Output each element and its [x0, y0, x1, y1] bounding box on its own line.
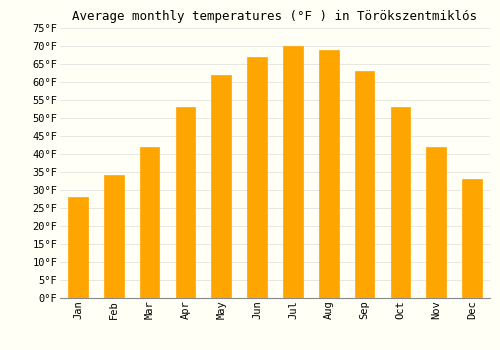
Title: Average monthly temperatures (°F ) in Törökszentmiklós: Average monthly temperatures (°F ) in Tö…	[72, 10, 477, 23]
Bar	[176, 107, 196, 298]
Bar	[319, 50, 338, 298]
Bar	[390, 107, 410, 298]
Bar	[140, 147, 160, 298]
Bar	[104, 175, 124, 298]
Bar	[68, 197, 88, 298]
Bar	[462, 179, 482, 298]
Bar	[212, 75, 231, 298]
Bar	[283, 46, 303, 298]
Bar	[426, 147, 446, 298]
Bar	[247, 57, 267, 298]
Bar	[354, 71, 374, 298]
